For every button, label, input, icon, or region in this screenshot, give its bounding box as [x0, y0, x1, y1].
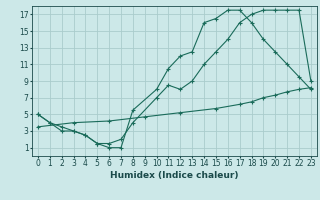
X-axis label: Humidex (Indice chaleur): Humidex (Indice chaleur)	[110, 171, 239, 180]
